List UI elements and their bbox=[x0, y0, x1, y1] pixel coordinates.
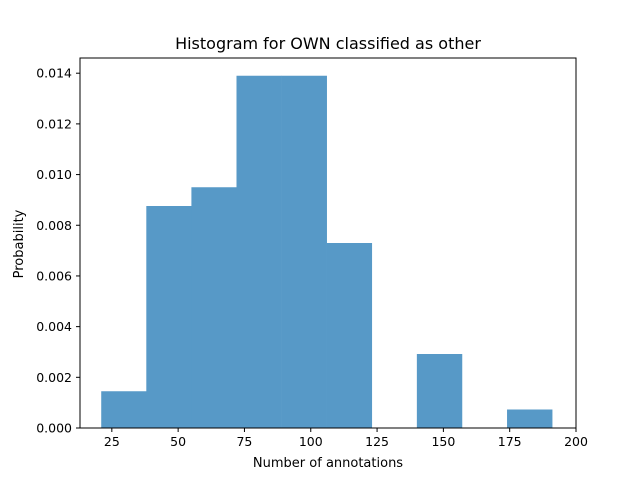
y-axis-label: Probability bbox=[12, 209, 27, 278]
histogram-bar-1 bbox=[146, 206, 192, 428]
x-tick-label-3: 100 bbox=[299, 434, 323, 449]
histogram-bar-7 bbox=[416, 354, 463, 428]
histogram-bar-5 bbox=[326, 243, 373, 428]
y-tick-label-7: 0.014 bbox=[36, 66, 72, 81]
x-tick-label-6: 175 bbox=[498, 434, 522, 449]
histogram-bar-3 bbox=[236, 75, 282, 429]
chart-title: Histogram for OWN classified as other bbox=[175, 34, 481, 53]
y-tick-label-1: 0.002 bbox=[36, 370, 72, 385]
plot-frame bbox=[79, 57, 577, 429]
ticks-layer: 25 50 75 100 125 150 175 200 0.000 0.002 0.004 0.00… bbox=[36, 66, 588, 449]
histogram-bar-2 bbox=[191, 187, 237, 428]
x-tick-label-5: 150 bbox=[431, 434, 455, 449]
histogram-bar-9 bbox=[507, 409, 553, 428]
y-tick-label-6: 0.012 bbox=[36, 116, 72, 131]
y-tick-label-4: 0.008 bbox=[36, 218, 72, 233]
x-tick-label-1: 50 bbox=[170, 434, 186, 449]
histogram-bar-4 bbox=[281, 75, 327, 429]
x-axis-label: Number of annotations bbox=[253, 456, 403, 471]
y-tick-label-2: 0.004 bbox=[36, 319, 72, 334]
x-tick-label-2: 75 bbox=[236, 434, 252, 449]
y-tick-label-0: 0.000 bbox=[36, 421, 72, 436]
x-tick-label-7: 200 bbox=[564, 434, 588, 449]
y-tick-label-5: 0.010 bbox=[36, 167, 72, 182]
y-tick-label-3: 0.006 bbox=[36, 268, 72, 283]
bars-layer bbox=[101, 75, 553, 429]
histogram-bar-0 bbox=[101, 391, 147, 428]
x-tick-label-0: 25 bbox=[104, 434, 120, 449]
x-tick-label-4: 125 bbox=[365, 434, 389, 449]
